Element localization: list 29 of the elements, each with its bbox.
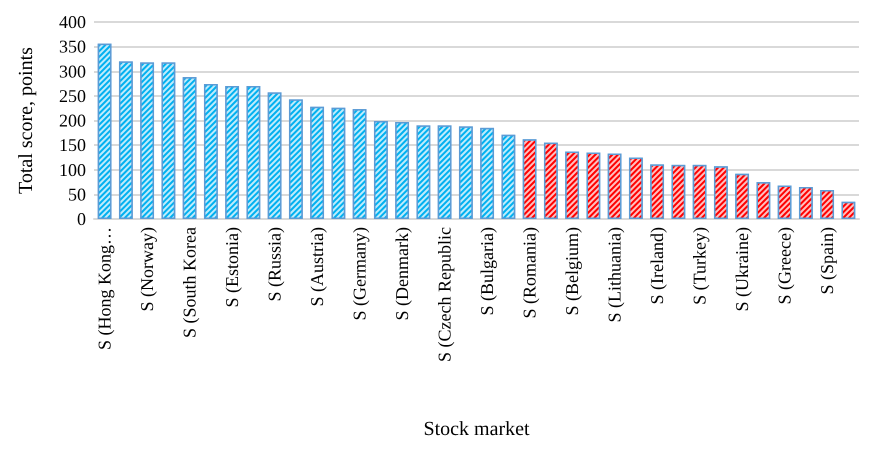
y-tick-label: 150 bbox=[59, 135, 86, 156]
x-tick-label: S (Czech Republic bbox=[434, 226, 455, 362]
x-tick-label: S (Germany) bbox=[350, 227, 370, 320]
y-tick-label: 350 bbox=[59, 36, 86, 57]
y-tick-label: 250 bbox=[59, 86, 86, 106]
y-tick-label: 100 bbox=[59, 160, 86, 180]
x-tick-label: S (Turkey) bbox=[690, 227, 710, 305]
x-tick-label: S (Hong Kong… bbox=[94, 227, 115, 350]
x-tick-label: S (Denmark) bbox=[392, 227, 412, 320]
y-tick-label: 0 bbox=[77, 209, 86, 229]
x-tick-label: S (Austria) bbox=[307, 227, 328, 306]
x-tick-label: S (Bulgaria) bbox=[477, 227, 498, 316]
y-tick-label: 50 bbox=[68, 184, 86, 204]
y-axis-title: Total score, points bbox=[15, 46, 37, 194]
y-tick-label: 200 bbox=[59, 110, 86, 130]
x-tick-label: S (Romania) bbox=[520, 227, 540, 318]
x-tick-label: S (South Korea bbox=[180, 227, 200, 338]
x-tick-label: S (Ukraine) bbox=[732, 227, 752, 312]
y-tick-label: 400 bbox=[59, 12, 86, 32]
y-tick-label: 300 bbox=[59, 61, 86, 82]
x-tick-label: S (Norway) bbox=[137, 227, 158, 312]
x-axis-title: Stock market bbox=[423, 418, 530, 440]
x-tick-label: S (Belgium) bbox=[562, 226, 582, 316]
x-tick-label: S (Russia) bbox=[264, 227, 285, 302]
x-tick-label: S (Spain) bbox=[817, 226, 838, 294]
x-tick-label: S (Estonia) bbox=[222, 227, 242, 308]
x-tick-label: S (Greece) bbox=[774, 227, 795, 304]
x-tick-label: S (Ireland) bbox=[647, 226, 668, 304]
x-tick-label: S (Lithuania) bbox=[604, 227, 625, 322]
